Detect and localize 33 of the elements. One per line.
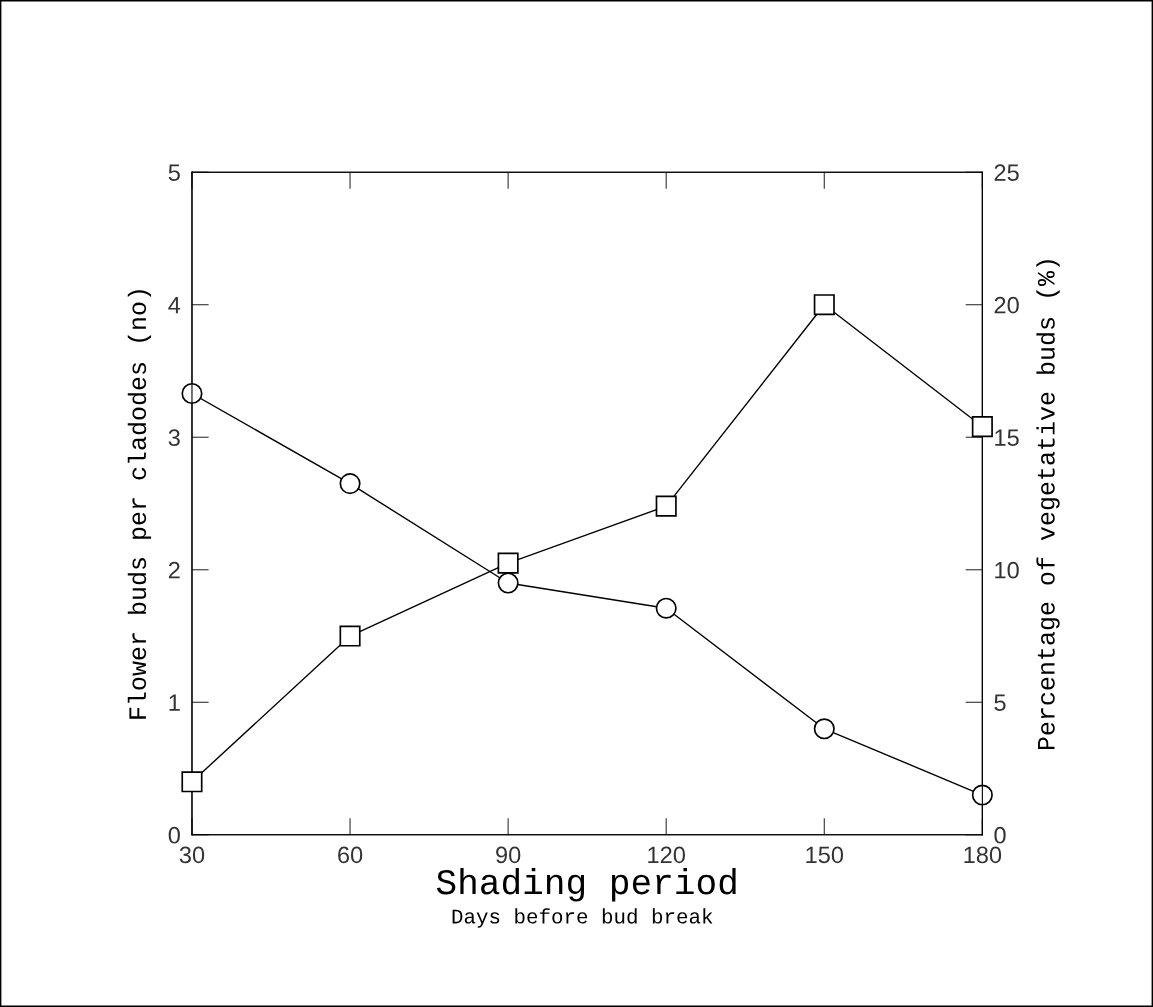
point [181, 771, 203, 793]
y2-tick-label: 20 [994, 296, 1019, 314]
point [655, 495, 677, 517]
x-tick-label: 150 [806, 846, 844, 864]
point [971, 416, 993, 438]
x-tick-label: 180 [964, 846, 1002, 864]
y2-tick-label: 15 [995, 429, 1019, 447]
y2-tick-label: 10 [995, 561, 1019, 579]
y-tick-label: 2 [168, 561, 180, 579]
x-tick-label: 90 [496, 846, 521, 864]
point [971, 784, 993, 806]
point [813, 294, 835, 316]
x-tick-label: 120 [648, 846, 685, 864]
y-axis-title: Flower buds per cladodes (no) [127, 290, 152, 719]
x-tick-label: 30 [179, 846, 205, 864]
y-tick-label: 0 [168, 826, 180, 844]
y-tick-label: 4 [168, 297, 181, 314]
point [497, 552, 519, 574]
point [497, 572, 519, 594]
y2-tick-label: 0 [994, 826, 1006, 844]
text: Days before bud break [452, 908, 713, 928]
x-tick-label: 60 [338, 846, 363, 864]
y-tick-label: 3 [168, 429, 180, 447]
y-tick-label: 1 [169, 694, 180, 711]
point [813, 718, 835, 740]
y2-tick-label: 5 [994, 694, 1006, 712]
point [339, 625, 361, 647]
y2-axis-title: Percentage of vegetative buds (%) [1036, 260, 1060, 750]
x-axis-title: Shading period [436, 867, 736, 902]
y2-tick-label: 25 [994, 164, 1019, 181]
point [655, 597, 677, 619]
y-tick-label: 5 [168, 164, 180, 181]
point [339, 473, 361, 495]
